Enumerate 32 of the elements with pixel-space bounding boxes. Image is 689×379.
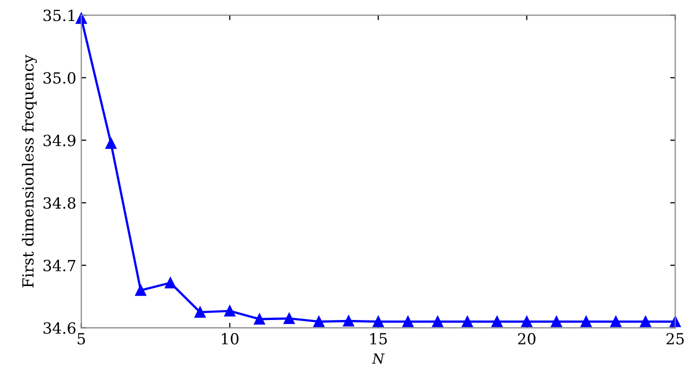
point — [580, 316, 592, 328]
point — [402, 316, 414, 328]
x-tick-label: 25 — [666, 332, 684, 345]
y-tick-label: 34.7 — [44, 260, 76, 272]
point — [343, 315, 354, 327]
point — [254, 314, 266, 325]
point — [135, 284, 146, 296]
x-tick-label: 10 — [222, 332, 238, 345]
point — [640, 316, 652, 328]
x-axis-title: N — [372, 353, 385, 364]
point — [491, 316, 503, 328]
point — [521, 316, 532, 328]
point — [610, 316, 622, 328]
point — [550, 316, 562, 328]
point — [313, 316, 324, 328]
point — [462, 316, 473, 328]
point — [164, 277, 176, 288]
y-tick-label: 35.0 — [44, 72, 76, 84]
point — [432, 316, 444, 328]
point — [105, 138, 117, 149]
point — [224, 305, 236, 317]
x-tick-label: 15 — [370, 332, 387, 345]
point — [194, 306, 206, 318]
y-tick-label: 34.8 — [44, 197, 76, 209]
x-tick-label: 5 — [78, 333, 85, 345]
y-axis-title: First dimensionless frequency — [22, 54, 37, 288]
y-tick-label: 34.9 — [44, 134, 76, 146]
y-tick-label: 35.1 — [44, 10, 74, 22]
x-tick-label: 20 — [518, 332, 536, 345]
y-tick-label: 34.6 — [44, 322, 76, 334]
point — [372, 316, 384, 328]
point — [284, 312, 295, 324]
